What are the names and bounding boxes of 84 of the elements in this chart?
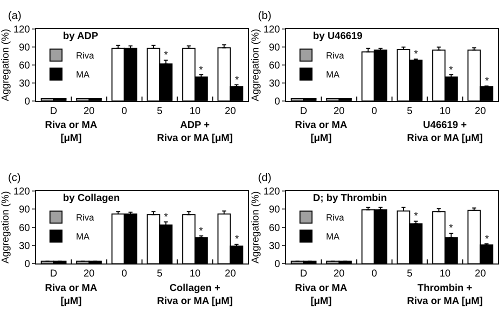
y-tick-label: 120 bbox=[263, 186, 280, 198]
x-tick-label: D bbox=[300, 268, 308, 280]
x-tick-label: D bbox=[300, 106, 308, 117]
annotation: by ADP bbox=[63, 31, 99, 42]
x-tick-label: 5 bbox=[156, 106, 163, 117]
y-tick-label: 0 bbox=[24, 259, 30, 270]
text: Riva or MA [μM] bbox=[295, 283, 348, 307]
legend-label: MA bbox=[76, 70, 90, 80]
annotation: by Collagen bbox=[63, 193, 120, 204]
x-tick-label: 5 bbox=[406, 106, 413, 117]
data-label: * bbox=[199, 65, 203, 76]
legend-label: Riva bbox=[326, 212, 344, 223]
legend-label: Riva bbox=[76, 212, 94, 223]
y-tick-label: 120 bbox=[263, 24, 280, 36]
text: ADP + Riva or MA [μM] bbox=[157, 120, 233, 144]
x-tick-label: 10 bbox=[439, 268, 451, 280]
x-tick-label: 0 bbox=[122, 268, 128, 280]
data-label: * bbox=[414, 49, 418, 60]
text: Collagen + Riva or MA [μM] bbox=[157, 283, 233, 307]
x-tick-label: 20 bbox=[83, 106, 95, 117]
legend-label: Riva bbox=[326, 50, 344, 61]
text: Thrombin + Riva or MA [μM] bbox=[407, 283, 483, 307]
y-tick-label: 60 bbox=[268, 222, 280, 234]
chart-title: (d) bbox=[258, 172, 272, 184]
data-label: * bbox=[235, 75, 239, 86]
data-label: * bbox=[199, 226, 203, 237]
y-tick-label: 30 bbox=[268, 78, 280, 90]
chart-title: (a) bbox=[8, 10, 22, 22]
data-label: * bbox=[449, 65, 453, 76]
y-tick-label: 60 bbox=[18, 60, 30, 72]
x-tick-label: 0 bbox=[372, 106, 378, 117]
y-tick-label: 0 bbox=[24, 96, 30, 108]
x-tick-label: D bbox=[50, 106, 58, 117]
y-tick-label: 90 bbox=[18, 42, 30, 54]
x-tick-label: 20 bbox=[83, 268, 95, 280]
x-tick-label: 0 bbox=[372, 268, 378, 280]
x-tick-label: 10 bbox=[189, 106, 201, 117]
y-tick-label: 90 bbox=[268, 204, 280, 216]
data-label: * bbox=[164, 50, 168, 61]
y-tick-label: 60 bbox=[268, 60, 280, 72]
y-tick-label: 90 bbox=[268, 42, 280, 54]
data-label: * bbox=[485, 234, 489, 245]
x-tick-label: 20 bbox=[224, 268, 236, 280]
text: Riva or MA [μM] bbox=[45, 283, 98, 307]
annotation: by U46619 bbox=[313, 31, 363, 42]
y-axis-title: Aggregation (%) bbox=[250, 191, 262, 264]
x-tick-label: 20 bbox=[333, 268, 345, 280]
x-tick-label: 10 bbox=[189, 268, 201, 280]
y-tick-label: 0 bbox=[274, 259, 280, 270]
y-tick-label: 30 bbox=[18, 78, 30, 90]
y-tick-label: 120 bbox=[13, 24, 30, 36]
data-label: * bbox=[449, 223, 453, 234]
y-axis-title: Aggregation (%) bbox=[0, 191, 12, 264]
data-label: * bbox=[164, 212, 168, 223]
legend-label: Riva bbox=[76, 50, 94, 61]
annotation: D; by Thrombin bbox=[313, 193, 387, 204]
legend-label: MA bbox=[326, 232, 340, 242]
y-axis-title: Aggregation (%) bbox=[250, 28, 262, 102]
text: Riva or MA [μM] bbox=[45, 120, 98, 144]
text: Riva or MA [μM] bbox=[295, 120, 348, 144]
x-tick-label: 10 bbox=[439, 106, 451, 117]
y-tick-label: 120 bbox=[13, 186, 30, 198]
x-tick-label: 20 bbox=[474, 106, 486, 117]
data-label: * bbox=[485, 76, 489, 87]
y-tick-label: 60 bbox=[18, 222, 30, 234]
legend-label: MA bbox=[326, 70, 340, 80]
legend-label: MA bbox=[76, 232, 90, 242]
x-tick-label: 20 bbox=[474, 268, 486, 280]
y-tick-label: 30 bbox=[18, 241, 30, 252]
x-tick-label: 20 bbox=[224, 106, 236, 117]
y-tick-label: 30 bbox=[268, 241, 280, 252]
x-tick-label: 5 bbox=[156, 268, 163, 280]
chart-title: (c) bbox=[8, 172, 21, 184]
x-tick-label: 0 bbox=[122, 106, 128, 117]
x-tick-label: 20 bbox=[333, 106, 345, 117]
x-tick-label: 5 bbox=[406, 268, 413, 280]
data-label: * bbox=[235, 234, 239, 245]
y-axis-title: Aggregation (%) bbox=[0, 28, 12, 102]
y-tick-label: 90 bbox=[18, 204, 30, 216]
y-tick-label: 0 bbox=[274, 96, 280, 108]
x-tick-label: D bbox=[50, 268, 58, 280]
data-label: * bbox=[414, 211, 418, 222]
text: U46619 + Riva or MA [μM] bbox=[407, 120, 483, 144]
chart-title: (b) bbox=[258, 10, 272, 22]
